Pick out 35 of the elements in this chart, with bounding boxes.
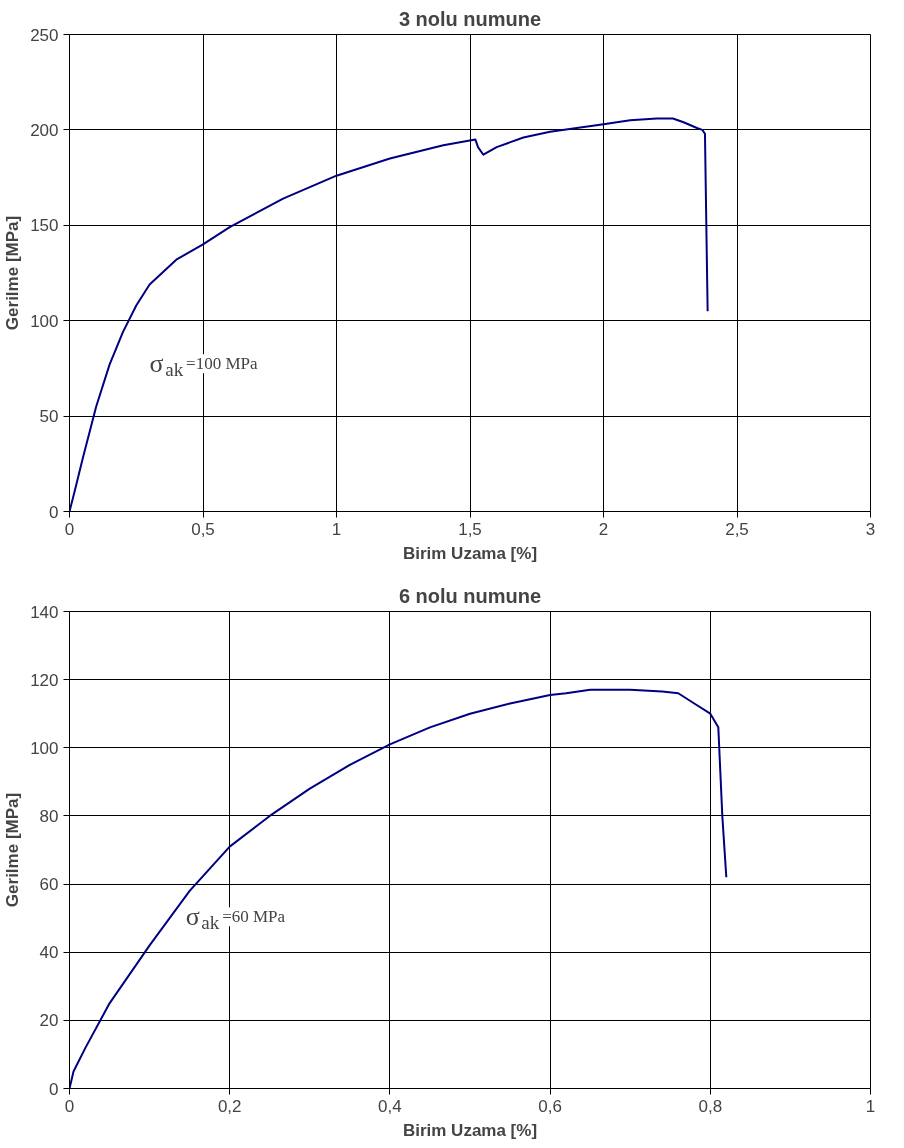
y-tick-label: 40 xyxy=(39,943,59,963)
y-axis-title: Gerilme [MPa] xyxy=(3,215,23,331)
y-tick-label: 0 xyxy=(49,502,59,522)
chart-title: 3 nolu numune xyxy=(398,7,542,30)
y-tick-label: 20 xyxy=(39,1011,59,1031)
line-series xyxy=(69,688,728,1089)
y-tick-label: 50 xyxy=(39,407,59,427)
y-tick-label: 80 xyxy=(39,806,59,826)
x-tick-label: 0,8 xyxy=(698,1096,723,1116)
x-axis-title: Birim Uzama [%] xyxy=(402,1120,538,1140)
x-tick-label: 1,5 xyxy=(458,519,482,539)
x-tick-label: 0,5 xyxy=(191,519,215,539)
x-axis-title: Birim Uzama [%] xyxy=(402,543,538,563)
y-tick-label: 150 xyxy=(30,216,59,236)
x-tick-label: 0,6 xyxy=(538,1096,562,1116)
x-tick-label: 2,5 xyxy=(725,519,749,539)
x-tick-label: 0,4 xyxy=(378,1096,402,1116)
y-tick-label: 100 xyxy=(30,738,59,758)
x-tick-label: 0 xyxy=(64,519,75,539)
y-tick-label: 250 xyxy=(30,25,59,45)
x-tick-label: 2 xyxy=(598,519,609,539)
y-tick-label: 100 xyxy=(30,311,59,331)
chart-title: 6 nolu numune xyxy=(398,584,542,607)
y-axis-title: Gerilme [MPa] xyxy=(3,792,23,908)
y-tick-label: 200 xyxy=(30,120,59,140)
y-tick-label: 0 xyxy=(49,1079,59,1099)
x-tick-label: 1 xyxy=(331,519,342,539)
x-tick-label: 0,2 xyxy=(217,1096,242,1116)
x-tick-label: 1 xyxy=(865,1096,876,1116)
line-series xyxy=(69,117,709,512)
y-tick-label: 60 xyxy=(39,875,59,895)
y-tick-label: 140 xyxy=(30,602,59,622)
x-tick-label: 0 xyxy=(64,1096,75,1116)
y-tick-label: 120 xyxy=(30,670,59,690)
x-tick-label: 3 xyxy=(865,519,876,539)
